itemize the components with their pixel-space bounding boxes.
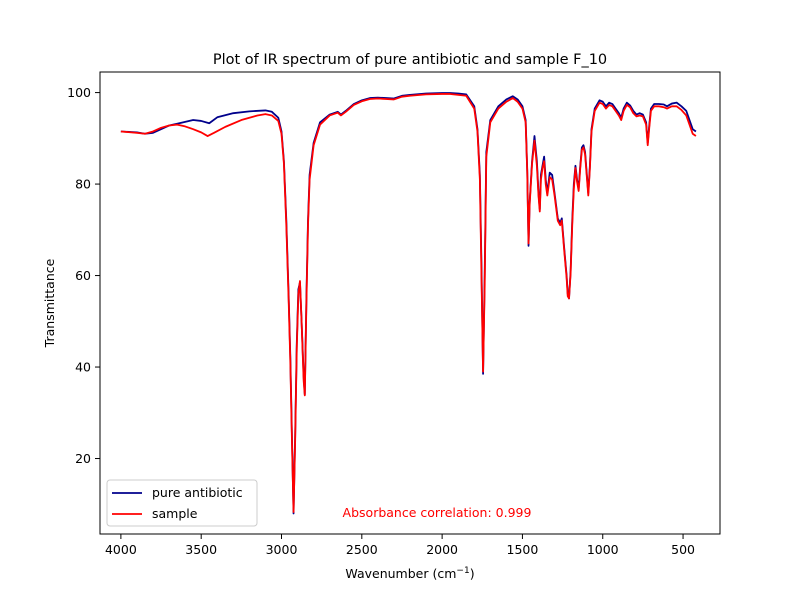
x-axis-label-text: Wavenumber (cm (345, 566, 456, 581)
x-tick-label: 3500 (185, 542, 217, 557)
x-axis-label-superscript: −1 (456, 566, 469, 576)
y-axis-ticks: 20 40 60 80 100 (67, 85, 100, 466)
chart-title: Plot of IR spectrum of pure antibiotic a… (213, 52, 607, 68)
x-tick-label: 4000 (105, 542, 137, 557)
y-tick-label: 100 (67, 85, 91, 100)
x-tick-label: 1000 (587, 542, 619, 557)
x-tick-label: 3000 (266, 542, 298, 557)
y-tick-label: 40 (75, 360, 91, 375)
legend: pure antibiotic sample (106, 479, 258, 527)
y-tick-label: 60 (75, 268, 91, 283)
x-tick-label: 2500 (346, 542, 378, 557)
legend-box (106, 479, 258, 527)
x-tick-label: 2000 (426, 542, 458, 557)
legend-label-pure-antibiotic: pure antibiotic (152, 485, 243, 500)
plot-area (120, 92, 697, 515)
x-axis-label-close: ) (470, 566, 475, 581)
annotation-text: Absorbance correlation: 0.999 (343, 505, 532, 520)
legend-label-sample: sample (152, 506, 198, 521)
y-tick-label: 20 (75, 451, 91, 466)
x-axis-label: Wavenumber (cm−1) (345, 566, 474, 581)
series-line-sample (120, 93, 697, 513)
x-tick-label: 500 (671, 542, 695, 557)
axes-frame (99, 71, 721, 535)
y-tick-label: 80 (75, 177, 91, 192)
x-axis-ticks: 4000 3500 3000 2500 2000 1500 1000 500 (105, 534, 695, 557)
y-axis-label: Transmittance (42, 258, 57, 348)
x-tick-label: 1500 (507, 542, 539, 557)
